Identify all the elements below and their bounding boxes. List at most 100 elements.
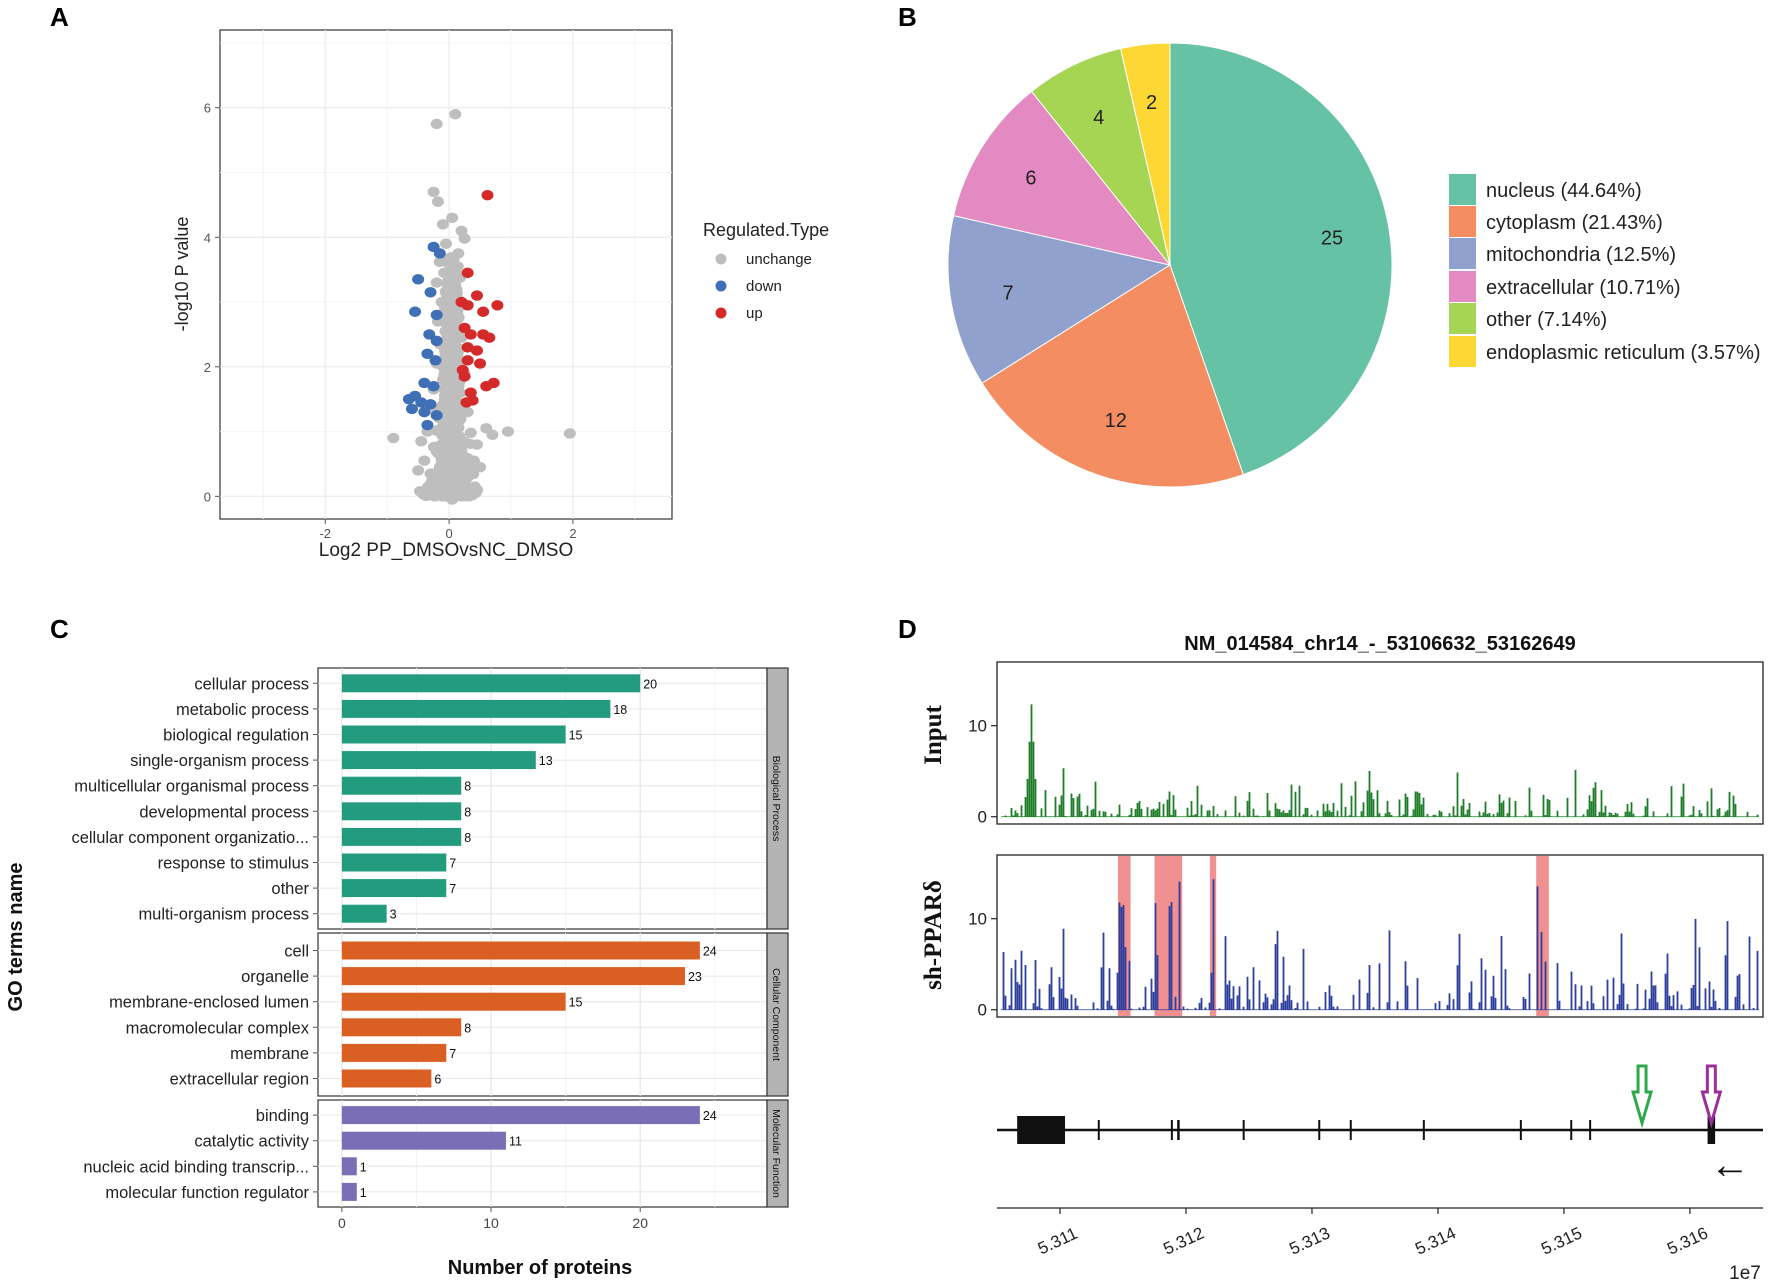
category-other: other (271, 880, 309, 898)
pie-slice-nucleus (1169, 42, 1393, 476)
x-tick-label: 5.316 (1664, 1223, 1711, 1258)
pie-slice-cytoplasm (981, 264, 1244, 488)
point-down (418, 377, 431, 389)
point-up (481, 189, 494, 201)
point-up (458, 371, 471, 382)
y-tick-label: 10 (968, 717, 987, 736)
point-down (423, 329, 436, 340)
pie-slice-endoplasmic-reticulum (1120, 42, 1171, 266)
point-unchange (430, 442, 443, 453)
bar-cellular-component-organizatio (341, 827, 462, 846)
point-unchange (422, 482, 435, 493)
point-unchange (440, 306, 452, 317)
exon (1349, 1120, 1352, 1140)
bar-value-cell: 24 (703, 945, 717, 959)
go-category-labels: cellular process metabolic process biologi… (71, 675, 318, 1202)
point-down (421, 419, 434, 431)
legend-marker-unchange (715, 253, 727, 265)
point-unchange (415, 436, 428, 447)
genomic-axis-ticks: 5.311 5.312 5.313 5.314 5.315 5.316 (1035, 1208, 1711, 1259)
bar-nucleic-acid-binding-transcrip (341, 1157, 357, 1176)
bar-value-metabolic-process: 18 (613, 703, 627, 717)
legend-label-extracellular: extracellular (10.71%) (1486, 277, 1681, 299)
tracks-title: NM_014584_chr14_-_53106632_53162649 (1184, 633, 1575, 655)
volcano-y-label: -log10 P value (172, 217, 192, 332)
bar-value-macromolecular-complex: 8 (464, 1021, 471, 1035)
pie-value-mitochondria: 7 (1002, 283, 1013, 305)
point-unchange (448, 342, 461, 353)
bar-value-developmental-process: 8 (464, 805, 471, 819)
point-unchange (458, 233, 471, 244)
x-tick-label: 5.311 (1035, 1224, 1080, 1259)
sh-ppard-signal (1001, 879, 1759, 1011)
point-unchange (474, 461, 487, 473)
y-tick-label: 4 (204, 230, 211, 245)
legend-label-unchange: unchange (746, 251, 812, 268)
category-single-organism-process: single-organism process (130, 752, 309, 770)
point-unchange (446, 494, 459, 505)
bar-catalytic-activity (341, 1131, 506, 1150)
go-strip-cellular-component (766, 932, 789, 1097)
legend-label-nucleus: nucleus (44.64%) (1486, 180, 1642, 202)
x-tick-label: 5.313 (1286, 1223, 1333, 1258)
point-down (409, 306, 422, 317)
point-unchange (452, 248, 465, 259)
y-tick-label: 0 (204, 489, 211, 504)
go-strip-label-biological-process: Biological Process (770, 756, 782, 842)
point-unchange (431, 196, 444, 207)
pie-slices (947, 42, 1393, 488)
track-label-input: Input (920, 704, 947, 764)
point-unchange (452, 355, 465, 366)
point-down (424, 399, 437, 410)
point-up (474, 358, 487, 369)
exon (1242, 1120, 1245, 1140)
legend-swatch-cytoplasm (1449, 206, 1476, 237)
go-x-label: Number of proteins (448, 1257, 632, 1279)
point-up (464, 329, 477, 340)
point-down (421, 348, 434, 360)
point-down (424, 287, 437, 298)
bar-value-binding: 24 (703, 1109, 717, 1123)
point-up (464, 387, 477, 398)
legend-swatch-endoplasmic-reticulum (1449, 336, 1476, 367)
point-down (427, 381, 440, 392)
point-unchange (443, 364, 456, 376)
category-biological-regulation: biological regulation (163, 727, 309, 745)
category-extracellular-region: extracellular region (170, 1071, 309, 1089)
highlight-region (1154, 856, 1183, 1016)
point-down (412, 274, 425, 285)
genome-tracks: NM_014584_chr14_-_53106632_53162649 0100… (920, 633, 1764, 1283)
bar-cellular-process (341, 674, 641, 693)
y-tick-label: 10 (968, 910, 987, 929)
pie-slice-other (1030, 47, 1171, 266)
point-unchange (440, 238, 452, 249)
point-unchange (445, 440, 458, 452)
point-unchange (430, 277, 443, 288)
point-unchange (458, 478, 471, 489)
point-down (430, 309, 443, 321)
bar-membrane (341, 1043, 447, 1062)
volcano-legend-title: Regulated.Type (703, 220, 829, 240)
pie-slice-extracellular (952, 90, 1172, 266)
bar-cell (341, 941, 700, 960)
legend-label-down: down (746, 278, 782, 295)
legend-marker-down (715, 280, 727, 292)
point-unchange (430, 118, 443, 130)
bar-biological-regulation (341, 725, 566, 744)
legend-marker-up (715, 307, 727, 319)
point-down (418, 406, 431, 418)
panel-label-d: D (898, 614, 917, 644)
exon (1570, 1120, 1573, 1140)
point-unchange (446, 261, 459, 272)
go-facet-cellular-component (317, 932, 768, 1097)
point-unchange (436, 461, 449, 473)
point-up (491, 300, 504, 311)
volcano-axis-ticks: -2 0 2 0 2 4 6 (204, 101, 577, 541)
category-nucleic-acid-binding-transcrip: nucleic acid binding transcrip... (83, 1158, 309, 1176)
legend-label-mitochondria: mitochondria (12.5%) (1486, 244, 1676, 266)
category-membrane: membrane (230, 1045, 309, 1063)
point-up (483, 332, 496, 343)
